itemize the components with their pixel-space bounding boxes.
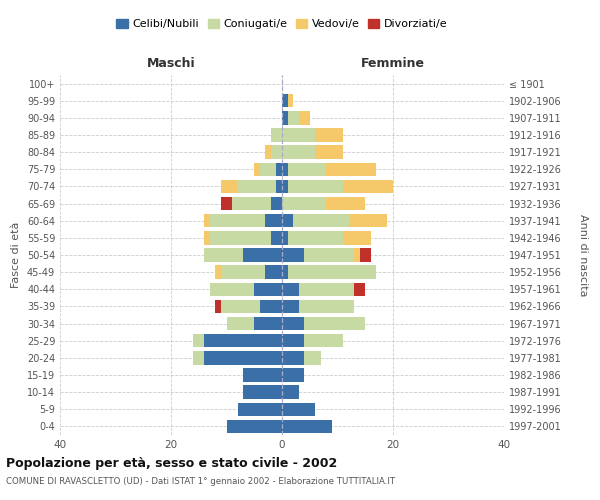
Bar bbox=[282, 334, 304, 347]
Text: Femmine: Femmine bbox=[361, 57, 425, 70]
Bar bbox=[282, 197, 326, 210]
Bar bbox=[360, 248, 371, 262]
Bar bbox=[299, 282, 354, 296]
Y-axis label: Fasce di età: Fasce di età bbox=[11, 222, 21, 288]
Bar bbox=[282, 282, 299, 296]
Bar bbox=[271, 128, 282, 141]
Bar bbox=[193, 351, 204, 364]
Bar bbox=[304, 351, 321, 364]
Bar bbox=[277, 162, 282, 176]
Bar bbox=[287, 94, 293, 108]
Bar bbox=[282, 128, 316, 141]
Bar bbox=[343, 180, 393, 193]
Bar bbox=[304, 248, 354, 262]
Y-axis label: Anni di nascita: Anni di nascita bbox=[578, 214, 589, 296]
Bar bbox=[354, 248, 360, 262]
Text: Maschi: Maschi bbox=[146, 57, 196, 70]
Bar bbox=[282, 368, 304, 382]
Bar bbox=[254, 282, 282, 296]
Text: Popolazione per età, sesso e stato civile - 2002: Popolazione per età, sesso e stato civil… bbox=[6, 458, 337, 470]
Bar bbox=[265, 266, 282, 279]
Bar bbox=[227, 317, 254, 330]
Bar bbox=[210, 282, 254, 296]
Bar bbox=[210, 214, 265, 228]
Bar bbox=[349, 214, 388, 228]
Bar bbox=[254, 162, 260, 176]
Bar bbox=[260, 300, 282, 313]
Bar bbox=[238, 180, 277, 193]
Bar bbox=[282, 300, 299, 313]
Bar bbox=[265, 146, 271, 159]
Bar bbox=[326, 197, 365, 210]
Bar bbox=[282, 111, 287, 124]
Bar bbox=[260, 162, 277, 176]
Bar bbox=[238, 402, 282, 416]
Bar bbox=[221, 180, 238, 193]
Bar bbox=[243, 368, 282, 382]
Bar bbox=[287, 180, 343, 193]
Bar bbox=[204, 214, 210, 228]
Bar bbox=[282, 231, 287, 244]
Bar bbox=[282, 386, 299, 399]
Bar bbox=[304, 334, 343, 347]
Bar bbox=[254, 317, 282, 330]
Bar bbox=[282, 162, 287, 176]
Legend: Celibi/Nubili, Coniugati/e, Vedovi/e, Divorziati/e: Celibi/Nubili, Coniugati/e, Vedovi/e, Di… bbox=[112, 14, 452, 34]
Bar bbox=[243, 386, 282, 399]
Bar bbox=[221, 197, 232, 210]
Bar bbox=[287, 266, 376, 279]
Bar bbox=[277, 180, 282, 193]
Bar bbox=[271, 146, 282, 159]
Bar bbox=[193, 334, 204, 347]
Text: COMUNE DI RAVASCLETTO (UD) - Dati ISTAT 1° gennaio 2002 - Elaborazione TUTTITALI: COMUNE DI RAVASCLETTO (UD) - Dati ISTAT … bbox=[6, 478, 395, 486]
Bar bbox=[210, 231, 271, 244]
Bar bbox=[282, 248, 304, 262]
Bar bbox=[204, 351, 282, 364]
Bar bbox=[282, 146, 316, 159]
Bar bbox=[271, 197, 282, 210]
Bar bbox=[282, 351, 304, 364]
Bar bbox=[316, 128, 343, 141]
Bar bbox=[215, 300, 221, 313]
Bar bbox=[265, 214, 282, 228]
Bar bbox=[293, 214, 349, 228]
Bar bbox=[326, 162, 376, 176]
Bar bbox=[287, 231, 343, 244]
Bar bbox=[282, 420, 332, 433]
Bar bbox=[316, 146, 343, 159]
Bar bbox=[221, 300, 260, 313]
Bar bbox=[204, 231, 210, 244]
Bar bbox=[204, 248, 243, 262]
Bar bbox=[243, 248, 282, 262]
Bar bbox=[287, 162, 326, 176]
Bar bbox=[282, 94, 287, 108]
Bar bbox=[287, 111, 299, 124]
Bar bbox=[299, 300, 354, 313]
Bar bbox=[271, 231, 282, 244]
Bar bbox=[354, 282, 365, 296]
Bar bbox=[282, 402, 316, 416]
Bar bbox=[204, 334, 282, 347]
Bar bbox=[299, 111, 310, 124]
Bar bbox=[215, 266, 221, 279]
Bar bbox=[282, 317, 304, 330]
Bar bbox=[221, 266, 265, 279]
Bar bbox=[282, 214, 293, 228]
Bar bbox=[227, 420, 282, 433]
Bar bbox=[282, 180, 287, 193]
Bar bbox=[282, 266, 287, 279]
Bar bbox=[232, 197, 271, 210]
Bar bbox=[343, 231, 371, 244]
Bar bbox=[304, 317, 365, 330]
